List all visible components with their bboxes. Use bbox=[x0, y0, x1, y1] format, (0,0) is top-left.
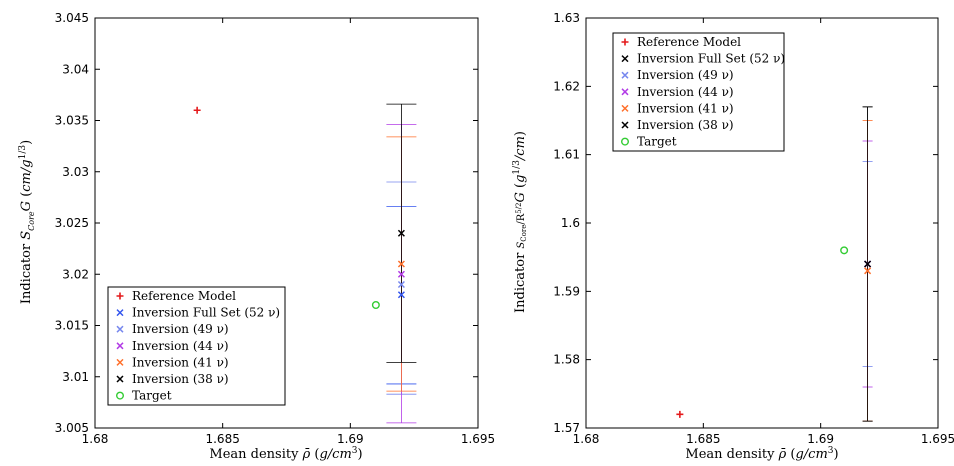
right-legend-marker-2 bbox=[621, 71, 629, 79]
left-y-tick-label: 3.045 bbox=[55, 11, 89, 25]
left-point-0 bbox=[193, 106, 201, 114]
right-y-tick-label: 1.59 bbox=[553, 284, 580, 298]
left-legend-marker-2 bbox=[116, 325, 124, 333]
left-legend-box bbox=[107, 286, 286, 406]
left-x-tick-label: 1.69 bbox=[337, 432, 364, 446]
right-x-tick-label: 1.685 bbox=[686, 432, 720, 446]
left-chart: 3.005 3.01 3.015 3.02 3.025 3.03 3.035 3.04 3.04… bbox=[18, 11, 495, 462]
left-point-2 bbox=[397, 280, 405, 289]
left-y-axis-label: Indicator SCoreG (cm/g1/3) bbox=[18, 140, 36, 304]
right-legend-label-4: Inversion (41 ν) bbox=[637, 101, 734, 115]
right-x-axis-label: Mean density ρ̄ (g/cm3) bbox=[685, 446, 838, 462]
left-legend-marker-6 bbox=[115, 391, 124, 400]
left-x-axis-label: Mean density ρ̄ (g/cm3) bbox=[209, 446, 362, 462]
left-markers bbox=[193, 106, 405, 310]
right-point-6 bbox=[840, 246, 849, 255]
left-y-tick-label: 3.005 bbox=[55, 421, 89, 435]
left-point-3 bbox=[397, 270, 405, 278]
right-y-tick-label: 1.63 bbox=[553, 11, 580, 25]
right-x-tick-label: 1.68 bbox=[573, 432, 600, 446]
right-point-4 bbox=[864, 267, 872, 275]
left-x-ticks: 1.68 1.685 1.69 1.695 bbox=[82, 18, 495, 446]
left-y-tick-label: 3.03 bbox=[62, 165, 89, 179]
right-x-tick-label: 1.695 bbox=[921, 432, 954, 446]
right-y-tick-label: 1.57 bbox=[553, 421, 580, 435]
right-point-5 bbox=[864, 260, 872, 268]
right-y-tick-label: 1.61 bbox=[553, 148, 580, 162]
left-point-6 bbox=[371, 301, 380, 310]
left-x-tick-label: 1.68 bbox=[82, 432, 109, 446]
right-legend-label-5: Inversion (38 ν) bbox=[637, 118, 734, 132]
left-legend-marker-5 bbox=[116, 375, 124, 383]
left-legend-marker-4 bbox=[116, 358, 124, 366]
left-y-tick-label: 3.04 bbox=[62, 62, 89, 76]
right-y-axis-label: Indicator SCore/R5/2G (g1/3/cm) bbox=[512, 131, 528, 313]
left-legend-label-2: Inversion (49 ν) bbox=[132, 322, 229, 336]
left-y-tick-label: 3.02 bbox=[62, 267, 89, 281]
right-chart: 1.571.581.591.61.611.621.63 1.68 1.685 1.6… bbox=[512, 11, 954, 462]
right-y-tick-label: 1.6 bbox=[561, 216, 580, 230]
left-point-1 bbox=[397, 291, 405, 299]
right-legend-marker-0 bbox=[621, 38, 629, 46]
left-x-tick-label: 1.695 bbox=[461, 432, 495, 446]
left-legend-label-3: Inversion (44 ν) bbox=[132, 339, 229, 353]
left-y-tick-label: 3.015 bbox=[55, 319, 89, 333]
right-markers bbox=[676, 246, 872, 418]
right-legend-marker-3 bbox=[621, 88, 629, 96]
right-x-tick-label: 1.69 bbox=[807, 432, 834, 446]
right-y-tick-label: 1.62 bbox=[553, 79, 580, 93]
left-y-tick-label: 3.035 bbox=[55, 114, 89, 128]
right-legend-marker-1 bbox=[621, 55, 629, 63]
right-legend-label-6: Target bbox=[637, 135, 677, 149]
left-legend-label-6: Target bbox=[132, 389, 172, 403]
right-legend-label-0: Reference Model bbox=[637, 35, 741, 49]
right-y-ticks: 1.57 1.58 1.59 1.6 1.61 1.62 1.63 bbox=[553, 11, 938, 435]
left-legend-label-4: Inversion (41 ν) bbox=[132, 355, 229, 369]
left-point-4 bbox=[397, 260, 405, 268]
left-legend-marker-0 bbox=[116, 292, 124, 300]
left-y-ticks: 3.005 3.01 3.015 3.02 3.025 3.03 3.035 3.04 3.04… bbox=[55, 11, 478, 435]
right-legend-label-1: Inversion Full Set (52 ν) bbox=[637, 52, 785, 66]
right-legend: Reference Model Inversion Full Set (52 ν)… bbox=[612, 32, 785, 152]
left-legend-label-0: Reference Model bbox=[132, 289, 236, 303]
left-legend-marker-3 bbox=[116, 342, 124, 350]
left-y-tick-label: 3.025 bbox=[55, 216, 89, 230]
right-legend-label-2: Inversion (49 ν) bbox=[637, 68, 734, 82]
right-legend-box bbox=[612, 32, 785, 152]
left-point-5 bbox=[397, 229, 405, 237]
left-legend-marker-1 bbox=[116, 309, 124, 317]
right-x-ticks: 1.68 1.685 1.69 1.695 bbox=[573, 18, 954, 446]
right-legend-marker-4 bbox=[621, 104, 629, 112]
left-y-tick-label: 3.01 bbox=[62, 370, 89, 384]
left-x-tick-label: 1.685 bbox=[205, 432, 239, 446]
right-legend-label-3: Inversion (44 ν) bbox=[637, 85, 734, 99]
right-legend-marker-5 bbox=[621, 121, 629, 129]
left-legend-label-5: Inversion (38 ν) bbox=[132, 372, 229, 386]
left-legend: Reference Model Inversion Full Set (52 ν)… bbox=[107, 286, 286, 406]
right-point-0 bbox=[676, 410, 684, 418]
right-y-tick-label: 1.58 bbox=[553, 353, 580, 367]
right-legend-marker-6 bbox=[621, 137, 630, 146]
left-legend-label-1: Inversion Full Set (52 ν) bbox=[132, 306, 280, 320]
